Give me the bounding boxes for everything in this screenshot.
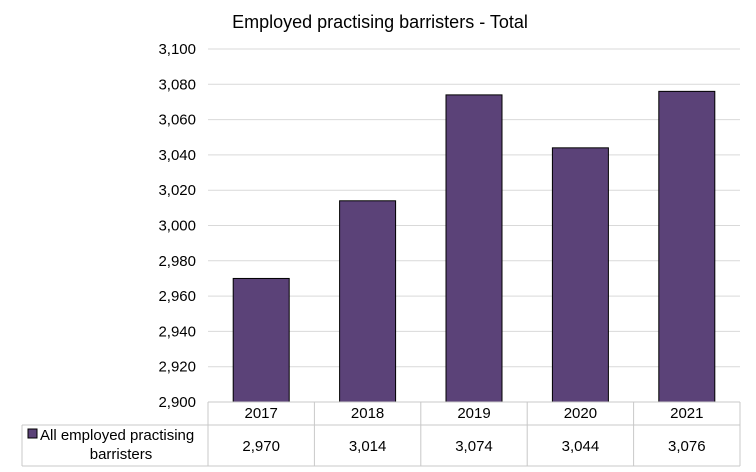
legend-label-line2: barristers (90, 446, 153, 463)
data-table-value: 3,074 (455, 438, 493, 455)
y-tick-label: 2,960 (158, 288, 196, 305)
y-tick-label: 2,940 (158, 323, 196, 340)
x-tick-label: 2020 (564, 405, 597, 422)
legend-label-line1: All employed practising (40, 427, 194, 444)
bar (445, 94, 503, 403)
data-table-value: 3,044 (562, 438, 600, 455)
data-table-lines (21, 401, 741, 467)
x-tick-label: 2017 (245, 405, 278, 422)
data-table-value: 2,970 (242, 438, 280, 455)
chart-title: Employed practising barristers - Total (232, 12, 528, 32)
y-tick-label: 2,920 (158, 359, 196, 376)
data-table: 2017 2018 2019 2020 2021 All employed practi… (21, 401, 741, 467)
y-tick-label: 2,900 (158, 394, 196, 411)
bar (551, 147, 609, 403)
y-axis-tick-labels: 2,900 2,920 2,940 2,960 2,980 3,000 3,020 3,040… (158, 41, 196, 411)
bar (339, 200, 397, 403)
x-tick-label: 2018 (351, 405, 384, 422)
data-table-category-labels: 2017 2018 2019 2020 2021 (245, 405, 704, 422)
y-tick-label: 3,080 (158, 76, 196, 93)
y-tick-label: 2,980 (158, 253, 196, 270)
y-tick-label: 3,060 (158, 112, 196, 129)
data-table-value: 3,014 (349, 438, 387, 455)
data-table-value: 3,076 (668, 438, 706, 455)
legend-swatch (27, 428, 38, 439)
y-tick-label: 3,020 (158, 182, 196, 199)
y-tick-label: 3,000 (158, 218, 196, 235)
bar (658, 90, 716, 403)
y-tick-label: 3,040 (158, 147, 196, 164)
x-tick-label: 2021 (670, 405, 703, 422)
bars (232, 90, 716, 403)
bar (232, 277, 290, 403)
y-tick-label: 3,100 (158, 41, 196, 58)
data-table-values: 2,970 3,014 3,074 3,044 3,076 (242, 438, 705, 455)
x-tick-label: 2019 (457, 405, 490, 422)
